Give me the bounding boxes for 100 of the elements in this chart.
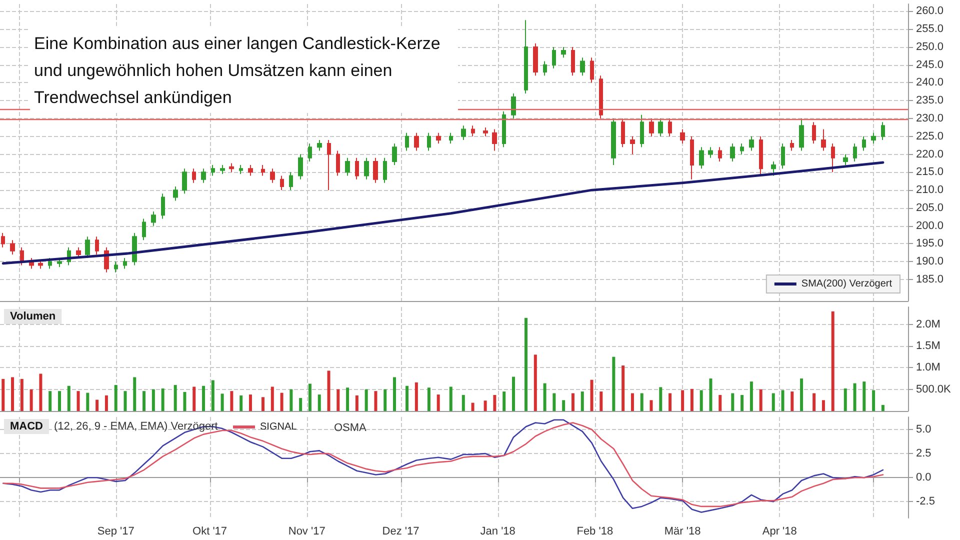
y-tick-label: 2.0M bbox=[916, 318, 940, 330]
bar bbox=[790, 392, 794, 411]
bar bbox=[262, 397, 265, 411]
y-tick-label: 1.0M bbox=[916, 362, 940, 374]
candlestick bbox=[142, 218, 146, 241]
candlestick bbox=[192, 168, 196, 184]
bar bbox=[192, 386, 196, 411]
candlestick bbox=[123, 258, 127, 270]
bar bbox=[104, 395, 108, 411]
candlestick bbox=[449, 132, 453, 144]
chart-title: MACD bbox=[10, 420, 44, 432]
bar bbox=[240, 395, 243, 411]
bar bbox=[414, 382, 418, 411]
candlestick bbox=[383, 157, 387, 184]
bar bbox=[364, 389, 368, 411]
bar bbox=[862, 382, 866, 411]
bar bbox=[831, 311, 834, 411]
y-tick-label: 0.0 bbox=[916, 472, 932, 484]
candlestick bbox=[730, 143, 735, 162]
y-tick-label: 260.0 bbox=[916, 5, 944, 18]
candlestick bbox=[427, 132, 431, 152]
bar bbox=[612, 356, 616, 411]
bar bbox=[133, 377, 136, 411]
y-tick-label: 225.0 bbox=[916, 130, 944, 142]
candlestick bbox=[640, 114, 644, 148]
y-tick-label: 250.0 bbox=[916, 40, 944, 53]
candlestick bbox=[270, 168, 275, 184]
candlestick bbox=[38, 259, 43, 270]
candlestick bbox=[280, 175, 284, 191]
bar bbox=[650, 400, 653, 411]
candlestick bbox=[373, 157, 378, 184]
candlestick bbox=[48, 258, 52, 270]
x-tick-label: Feb '18 bbox=[576, 526, 614, 538]
bar bbox=[681, 390, 684, 411]
bar bbox=[844, 388, 847, 411]
candlestick bbox=[790, 139, 794, 152]
candlestick bbox=[239, 164, 243, 174]
candlestick bbox=[749, 136, 754, 152]
candlestick bbox=[248, 164, 253, 176]
x-tick-label: Sep '17 bbox=[97, 526, 134, 538]
candlestick bbox=[345, 157, 350, 176]
bar bbox=[600, 392, 603, 411]
candlestick bbox=[327, 139, 331, 191]
bar bbox=[67, 386, 70, 411]
y-tick-label: 210.0 bbox=[916, 184, 944, 196]
legend-label: SMA(200) Verzögert bbox=[801, 278, 892, 290]
candlestick bbox=[571, 46, 575, 76]
candlestick bbox=[871, 132, 876, 144]
bar bbox=[174, 385, 177, 411]
bar bbox=[759, 389, 762, 411]
legend-label: SIGNAL bbox=[260, 422, 298, 432]
bar bbox=[449, 386, 452, 411]
bar bbox=[211, 380, 214, 411]
y-tick-label: 240.0 bbox=[916, 76, 944, 89]
candlestick bbox=[502, 110, 506, 148]
bar bbox=[183, 392, 186, 411]
bar bbox=[76, 391, 80, 411]
bar bbox=[152, 389, 155, 411]
x-tick-label: Dez '17 bbox=[382, 526, 420, 538]
candlestick bbox=[708, 146, 713, 158]
candlestick bbox=[211, 164, 215, 176]
candlestick bbox=[471, 125, 475, 137]
bar bbox=[493, 394, 496, 411]
bar bbox=[484, 400, 487, 411]
bar bbox=[11, 377, 14, 411]
y-tick-label: 215.0 bbox=[916, 166, 944, 178]
bar bbox=[290, 389, 293, 411]
bar bbox=[700, 390, 703, 411]
candlestick bbox=[771, 160, 776, 176]
candlestick bbox=[355, 157, 359, 180]
bar bbox=[812, 393, 816, 411]
bar bbox=[740, 394, 744, 411]
candlestick bbox=[821, 128, 826, 152]
bar bbox=[248, 394, 252, 411]
candlestick bbox=[461, 125, 466, 140]
candlestick bbox=[436, 132, 441, 144]
candlestick bbox=[182, 168, 187, 194]
bar bbox=[270, 386, 274, 411]
candlestick bbox=[699, 146, 704, 170]
candlestick bbox=[492, 128, 497, 152]
bar bbox=[374, 391, 378, 411]
bar bbox=[731, 393, 734, 411]
bar bbox=[427, 388, 430, 411]
candlestick bbox=[392, 143, 397, 166]
candlestick bbox=[862, 136, 866, 152]
y-tick-label: 190.0 bbox=[916, 256, 944, 268]
candlestick bbox=[759, 136, 763, 176]
candlestick bbox=[201, 168, 206, 184]
y-tick-label: 5.0 bbox=[916, 424, 932, 436]
bar bbox=[436, 394, 440, 411]
y-tick-label: 2.5 bbox=[916, 448, 932, 460]
bar bbox=[502, 392, 506, 411]
candlestick bbox=[76, 246, 81, 259]
bar bbox=[781, 390, 784, 411]
candlestick bbox=[690, 136, 694, 180]
y-tick-label: 200.0 bbox=[916, 220, 944, 232]
bar bbox=[571, 393, 574, 411]
candlestick bbox=[20, 246, 24, 266]
y-tick-label: 500.0K bbox=[916, 383, 952, 396]
candlestick bbox=[843, 154, 848, 166]
